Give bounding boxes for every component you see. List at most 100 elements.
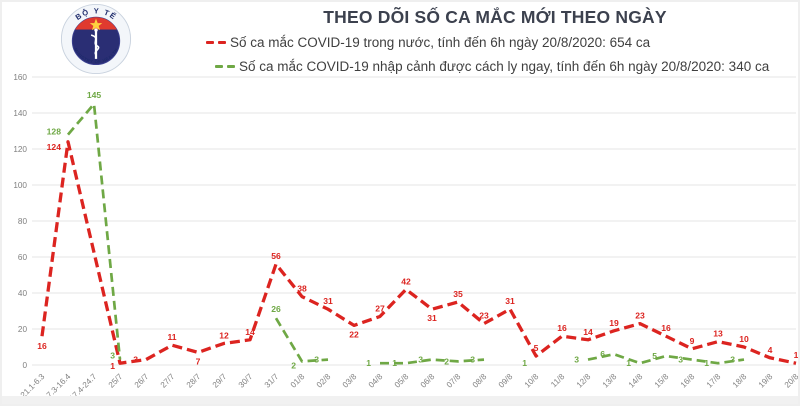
- data-label: 145: [87, 90, 102, 100]
- data-label: 11: [167, 332, 176, 342]
- ministry-of-health-logo: BỘ Y TẾ MINISTRY OF HEALTH: [60, 3, 132, 75]
- series-line-domestic: [40, 140, 797, 365]
- data-label: 124: [47, 142, 62, 152]
- x-tick-label: 26/7: [133, 372, 151, 390]
- data-label: 1: [522, 358, 527, 368]
- legend-imported-cases: Số ca mắc COVID-19 nhập cảnh được cách l…: [215, 59, 769, 74]
- x-tick-label: 02/8: [315, 372, 333, 390]
- data-label: 16: [557, 323, 567, 333]
- data-label: 1: [626, 358, 631, 368]
- data-label: 42: [401, 276, 411, 286]
- x-tick-label: 10/8: [523, 372, 541, 390]
- data-label: 2: [444, 356, 449, 366]
- x-tick-label: 03/8: [341, 372, 359, 390]
- x-tick-label: 05/8: [393, 372, 411, 390]
- series-line-imported: [274, 317, 329, 363]
- y-tick-label: 0: [22, 361, 27, 370]
- data-label: 1: [392, 358, 397, 368]
- page-title: THEO DÕI SỐ CA MẮC MỚI THEO NGÀY: [323, 7, 667, 27]
- y-tick-label: 40: [18, 289, 28, 298]
- legend-domestic-cases: Số ca mắc COVID-19 trong nước, tính đến …: [206, 35, 769, 50]
- x-tick-label: 15/8: [653, 372, 671, 390]
- series-line-imported: [587, 352, 745, 365]
- y-tick-label: 140: [13, 109, 27, 118]
- x-tick-label: 27/7: [159, 372, 177, 390]
- y-tick-label: 20: [18, 325, 28, 334]
- series-line-imported: [380, 358, 485, 365]
- x-tick-label: 12/8: [575, 372, 593, 390]
- data-label: 3: [470, 355, 475, 365]
- data-label: 23: [635, 311, 645, 321]
- data-label: 27: [375, 303, 385, 313]
- x-tick-label: 13/8: [601, 372, 619, 390]
- data-label: 23: [479, 311, 489, 321]
- bottom-strip: [2, 396, 798, 404]
- x-tick-label: 25/7: [107, 372, 125, 390]
- data-label: 7: [196, 356, 201, 366]
- data-label: 3: [418, 355, 423, 365]
- data-label: 56: [271, 251, 281, 261]
- x-tick-label: 06/8: [419, 372, 437, 390]
- x-tick-label: 28/7: [185, 372, 203, 390]
- data-label: 3: [133, 355, 138, 365]
- data-label: 13: [713, 329, 723, 339]
- data-label: 14: [245, 327, 255, 337]
- y-tick-label: 100: [13, 181, 27, 190]
- data-label: 31: [505, 296, 515, 306]
- logo-star-icon: [89, 18, 103, 31]
- x-tick-label: 07/8: [445, 372, 463, 390]
- data-label: 1: [794, 350, 799, 360]
- data-label: 12: [219, 330, 229, 340]
- x-tick-label: 20/8: [783, 372, 800, 390]
- red-dash-legend-icon: [206, 41, 226, 44]
- data-label: 14: [583, 327, 593, 337]
- chart-legend: Số ca mắc COVID-19 trong nước, tính đến …: [206, 35, 769, 74]
- x-tick-label: 17/8: [705, 372, 723, 390]
- data-label: 1: [704, 358, 709, 368]
- x-tick-label: 01/8: [289, 372, 307, 390]
- x-tick-label: 08/8: [471, 372, 489, 390]
- x-tick-label: 18/8: [731, 372, 749, 390]
- data-label: 3: [574, 355, 579, 365]
- data-label: 38: [297, 284, 307, 294]
- data-label: 31: [323, 296, 333, 306]
- x-tick-label: 29/7: [211, 372, 229, 390]
- x-tick-label: 30/7: [237, 372, 255, 390]
- x-tick-label: 16/8: [679, 372, 697, 390]
- data-label: 3: [314, 355, 319, 365]
- data-label: 5: [652, 351, 657, 361]
- y-tick-label: 160: [13, 73, 27, 82]
- data-label: 4: [768, 345, 773, 355]
- data-label: 3: [730, 355, 735, 365]
- data-label: 10: [739, 334, 749, 344]
- data-label: 3: [678, 355, 683, 365]
- data-label: 3: [110, 351, 115, 361]
- data-label: 5: [534, 343, 539, 353]
- series-line-imported: [66, 102, 122, 360]
- data-label: 35: [453, 289, 463, 299]
- legend-domestic-label: Số ca mắc COVID-19 trong nước, tính đến …: [230, 35, 651, 50]
- x-tick-label: 11/8: [549, 372, 567, 390]
- data-label: 9: [690, 336, 695, 346]
- y-tick-label: 60: [18, 253, 28, 262]
- data-label: 1: [366, 358, 371, 368]
- y-tick-label: 80: [18, 217, 28, 226]
- data-label: 16: [661, 323, 671, 333]
- data-label: 1: [110, 361, 115, 371]
- x-tick-label: 09/8: [497, 372, 515, 390]
- y-tick-label: 120: [13, 145, 27, 154]
- legend-imported-label: Số ca mắc COVID-19 nhập cảnh được cách l…: [239, 59, 770, 74]
- data-label: 6: [600, 349, 605, 359]
- x-tick-label: 19/8: [757, 372, 775, 390]
- logo-caduceus-icon: [90, 28, 100, 59]
- data-label: 22: [349, 329, 359, 339]
- data-label: 31: [427, 313, 437, 323]
- data-label: 16: [37, 341, 47, 351]
- data-label: 2: [291, 360, 296, 370]
- data-label: 128: [47, 127, 62, 137]
- data-label: 26: [271, 304, 281, 314]
- data-label: 19: [609, 318, 619, 328]
- x-tick-label: 31/7: [263, 372, 281, 390]
